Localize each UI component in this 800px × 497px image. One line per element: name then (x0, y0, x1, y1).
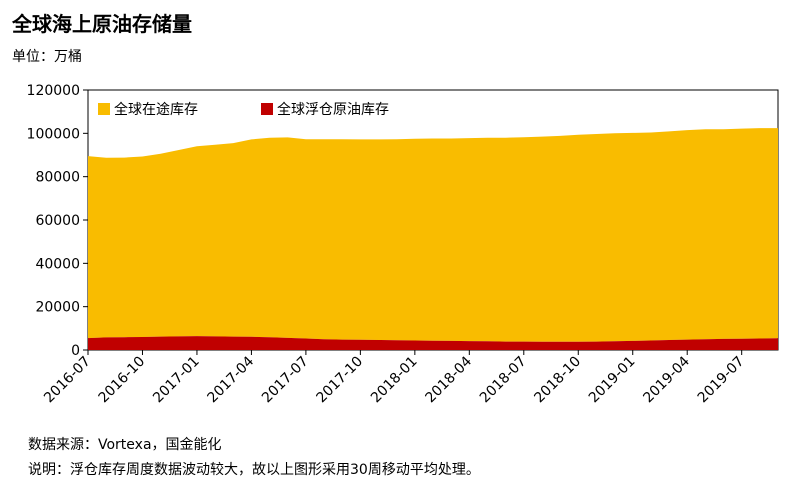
in-transit-area (88, 128, 778, 342)
x-tick-label: 2019-04 (640, 353, 693, 406)
y-tick-label: 120000 (27, 83, 80, 99)
legend-swatch (261, 103, 273, 115)
x-tick-label: 2016-07 (41, 354, 94, 407)
y-tick-label: 40000 (35, 256, 80, 272)
chart-title: 全球海上原油存储量 (12, 12, 192, 36)
x-tick-label: 2018-01 (368, 354, 421, 407)
x-tick-label: 2016-10 (96, 354, 149, 407)
x-tick-label: 2019-07 (695, 354, 748, 407)
stacked-area-chart: 0 20000 40000 60000 80000 100000 120000 2016-0… (27, 83, 779, 407)
x-tick-label: 2019-01 (586, 354, 639, 407)
x-tick-label: 2017-04 (205, 353, 258, 406)
x-tick-label: 2017-01 (150, 354, 203, 407)
y-tick-label: 100000 (27, 126, 80, 142)
legend-label: 全球浮仓原油库存 (277, 101, 389, 118)
x-tick-label: 2018-10 (531, 354, 584, 407)
method-note: 说明：浮仓库存周度数据波动较大，故以上图形采用30周移动平均处理。 (28, 462, 480, 478)
source-note: 数据来源：Vortexa，国金能化 (28, 437, 222, 453)
x-tick-label: 2017-07 (259, 354, 312, 407)
y-tick-label: 0 (71, 343, 80, 359)
legend-swatch (98, 103, 110, 115)
unit-label: 单位：万桶 (12, 49, 82, 65)
x-tick-label: 2017-10 (314, 354, 367, 407)
y-tick-label: 20000 (35, 300, 80, 316)
y-tick-label: 60000 (35, 213, 80, 229)
floating-storage-area (88, 336, 778, 350)
legend-label: 全球在途库存 (114, 101, 198, 118)
x-tick-label: 2018-07 (477, 354, 530, 407)
y-tick-label: 80000 (35, 170, 80, 186)
x-tick-label: 2018-04 (422, 353, 475, 406)
